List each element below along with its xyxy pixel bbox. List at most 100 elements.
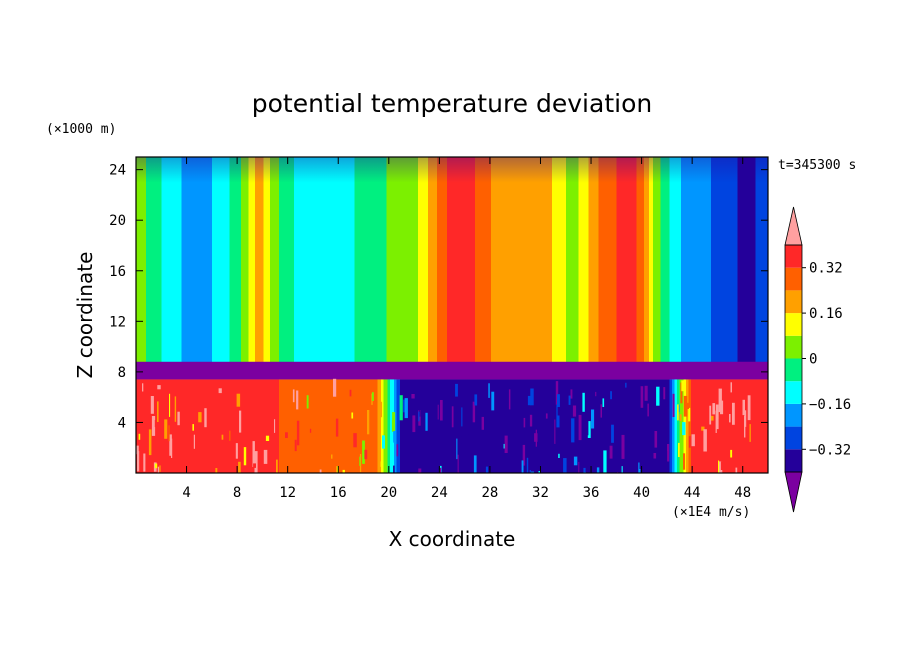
turbulence-streak: [522, 444, 526, 466]
colorbar: 0.32 0.16 0 −0.16 −0.32: [784, 206, 851, 513]
colorbar-segment: [785, 335, 802, 359]
turbulence-streak: [611, 424, 614, 443]
turbulence-streak: [582, 392, 585, 412]
turbulence-streak: [331, 454, 333, 459]
turbulence-streak: [742, 399, 745, 416]
turbulence-streaks: [136, 378, 764, 473]
turbulence-streak: [621, 466, 623, 473]
turbulence-streak: [757, 446, 761, 463]
turbulence-streak: [403, 399, 406, 413]
turbulence-streak: [296, 390, 299, 410]
turbulence-streak: [530, 388, 534, 406]
turbulence-streak: [654, 431, 658, 448]
chart-title: potential temperature deviation: [252, 89, 652, 118]
turbulence-streak: [709, 405, 712, 425]
x-tick-label: 24: [431, 485, 448, 501]
turbulence-streak: [306, 395, 309, 409]
turbulence-streak: [508, 389, 511, 410]
turbulence-streak: [481, 416, 484, 430]
turbulence-streak: [631, 390, 634, 410]
turbulence-streak: [529, 414, 533, 427]
turbulence-streak: [148, 429, 152, 456]
turbulence-streak: [732, 402, 735, 425]
colorbar-segment: [785, 290, 802, 314]
turbulence-streak: [150, 396, 154, 414]
turbulence-streak: [638, 462, 640, 473]
turbulence-streak: [595, 391, 597, 397]
turbulence-streak: [701, 426, 705, 431]
turbulence-streak: [154, 420, 157, 428]
y-tick-label: 16: [109, 264, 126, 280]
turbulence-streak: [720, 461, 724, 470]
colorbar-segment: [785, 245, 802, 268]
turbulence-streak: [602, 398, 605, 407]
turbulence-streak: [585, 431, 588, 455]
turbulence-streak: [204, 408, 207, 428]
colorbar-segment: [785, 313, 802, 336]
turbulence-streak: [555, 381, 559, 405]
turbulence-streak: [198, 412, 202, 423]
turbulence-streak: [197, 384, 201, 403]
turbulence-streak: [678, 404, 680, 413]
turbulence-streak: [229, 430, 231, 441]
turbulence-streak: [556, 403, 560, 428]
turbulence-streak: [521, 460, 524, 473]
turbulence-streak: [747, 395, 751, 421]
turbulence-streak: [353, 433, 357, 448]
turbulence-streak: [268, 468, 271, 473]
turbulence-streak: [583, 467, 586, 473]
turbulence-streak: [578, 414, 582, 441]
turbulence-streak: [221, 434, 224, 440]
turbulence-streak: [529, 470, 531, 473]
turbulence-streak: [215, 468, 218, 473]
turbulence-streak: [488, 383, 490, 398]
turbulence-streak: [333, 378, 337, 397]
upper-shading: [136, 157, 768, 370]
x-tick-label: 44: [684, 485, 701, 501]
turbulence-streak: [236, 393, 241, 407]
turbulence-streak: [253, 463, 256, 468]
x-tick-label: 48: [734, 485, 751, 501]
turbulence-streak: [157, 466, 160, 473]
turbulence-streak: [681, 380, 685, 392]
turbulence-streak: [735, 467, 738, 473]
turbulence-streak: [571, 418, 575, 443]
turbulence-streak: [527, 395, 532, 406]
colorbar-label: −0.32: [809, 442, 851, 458]
turbulence-streak: [142, 383, 144, 392]
x-units-label: (×1E4 m/s): [672, 505, 750, 520]
turbulence-streak: [235, 443, 238, 459]
plot-frame: [135, 156, 769, 474]
turbulence-streak: [663, 387, 666, 400]
turbulence-streak: [591, 409, 595, 429]
turbulence-streak: [691, 434, 695, 447]
turbulence-streak: [729, 414, 731, 423]
turbulence-streak: [677, 404, 679, 421]
x-tick-label: 16: [330, 485, 347, 501]
turbulence-streak: [137, 451, 140, 472]
turbulence-streak: [364, 471, 365, 473]
colorbar-segment: [785, 426, 802, 450]
turbulence-streak: [719, 461, 723, 473]
y-tick-label: 20: [109, 213, 126, 229]
turbulence-streak: [174, 396, 177, 422]
turbulence-streak: [647, 403, 649, 417]
turbulence-streak: [744, 415, 746, 438]
colorbar-label: 0.16: [809, 306, 843, 322]
turbulence-streak: [534, 433, 538, 442]
turbulence-streak: [292, 389, 295, 403]
turbulence-streak: [640, 386, 644, 408]
turbulence-streak: [319, 469, 322, 473]
turbulence-streak: [578, 461, 580, 473]
turbulence-streak: [411, 394, 415, 399]
turbulence-streak: [683, 395, 688, 417]
turbulence-streak: [396, 444, 399, 457]
colorbar-label: 0: [809, 352, 817, 368]
turbulence-streak: [296, 420, 300, 446]
turbulence-streak: [393, 465, 395, 473]
turbulence-streak: [730, 449, 733, 458]
turbulence-streak: [252, 441, 255, 467]
x-tick-label: 8: [233, 485, 241, 501]
turbulence-streak: [335, 418, 339, 437]
turbulence-streak: [440, 400, 443, 421]
